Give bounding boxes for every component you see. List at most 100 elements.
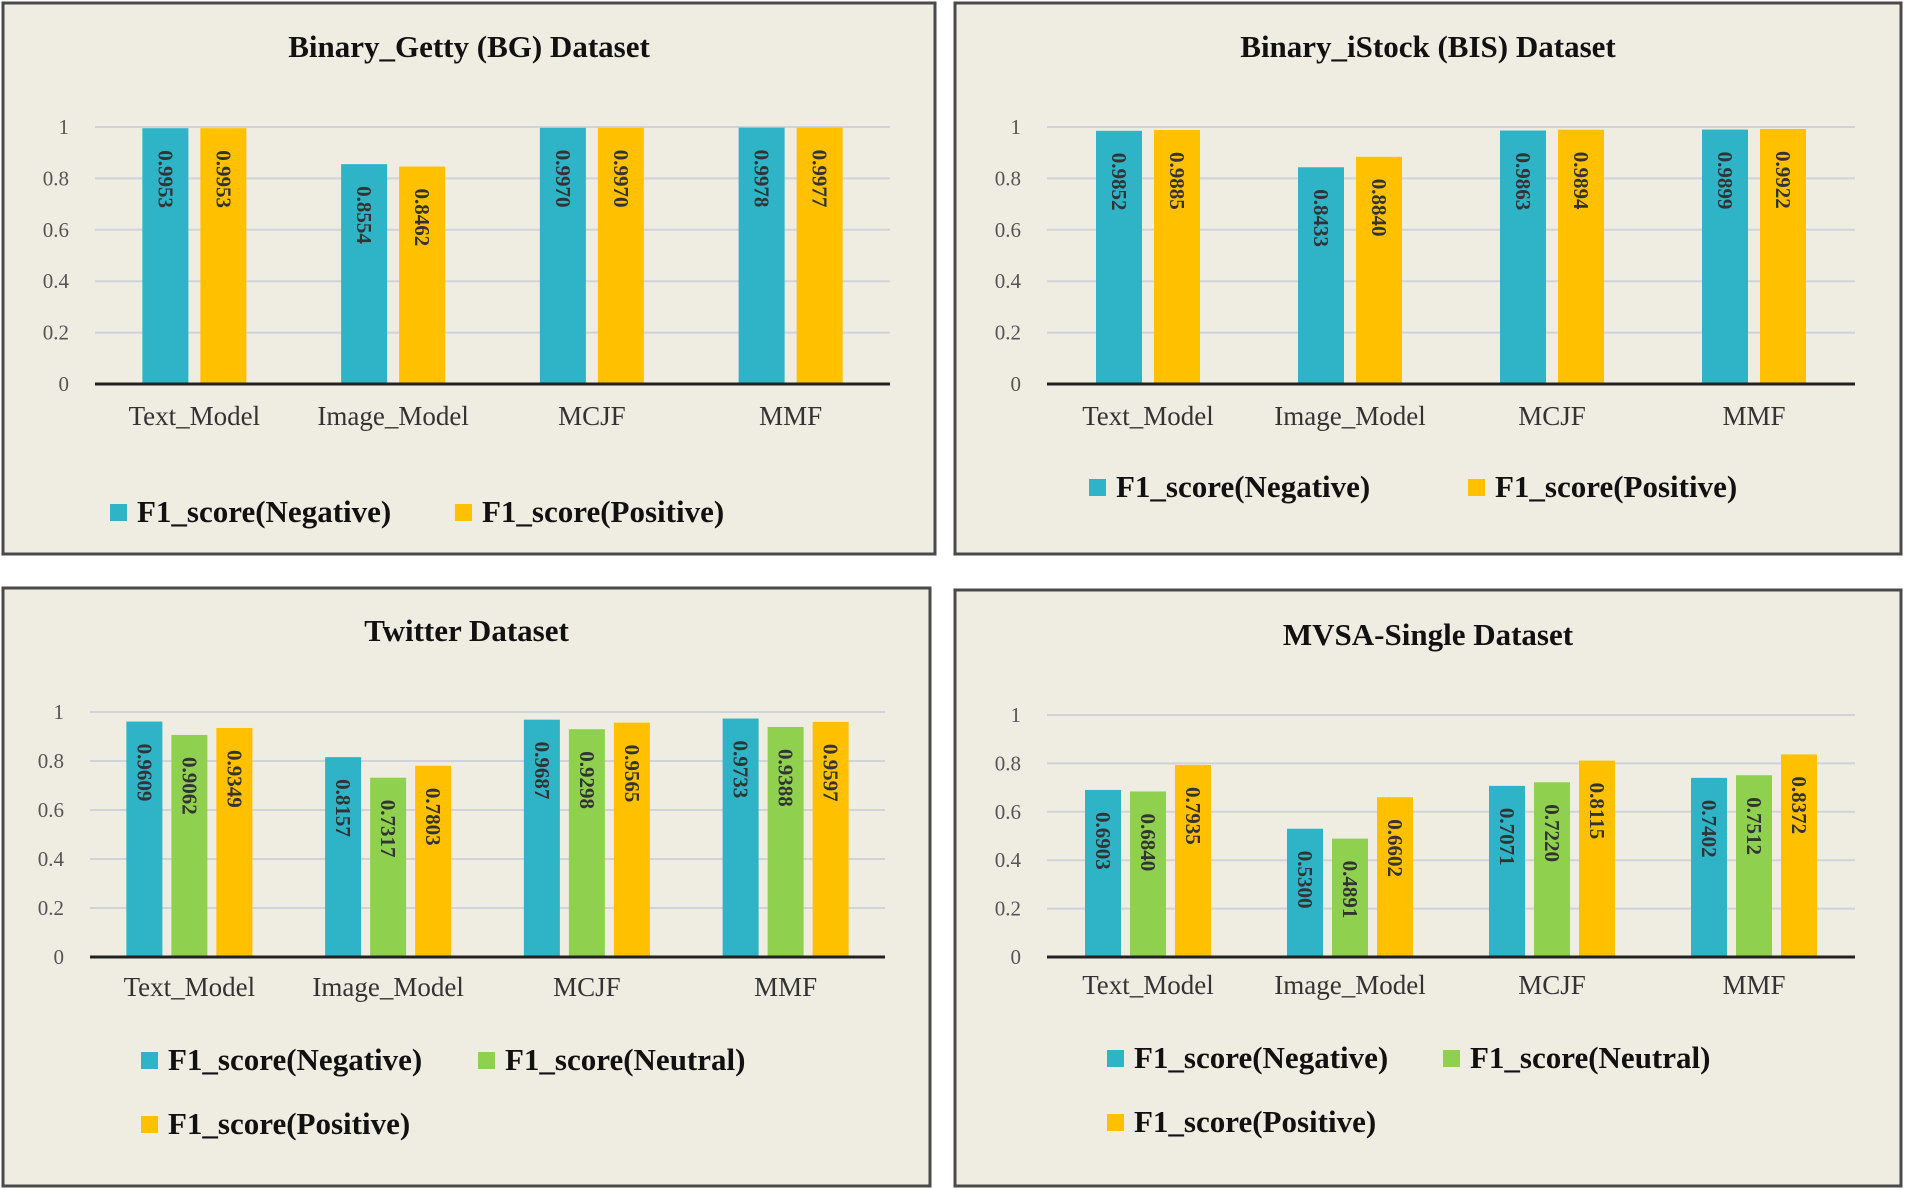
y-tick-label: 0.8 [38, 749, 64, 773]
bar-value-label: 0.9863 [1511, 153, 1535, 211]
bar-neutral-text-model [171, 734, 208, 957]
y-tick-label: 0.4 [995, 269, 1022, 293]
bar-neutral-mmf [767, 726, 804, 957]
y-tick-label: 0.2 [995, 897, 1021, 921]
bar-positive-image-model [399, 166, 446, 384]
bar-negative-mmf [722, 718, 759, 957]
legend-label: F1_score(Positive) [482, 494, 724, 529]
legend-label: F1_score(Negative) [168, 1042, 422, 1077]
bar-positive-mcjf [1579, 760, 1615, 957]
chart-title: Binary_Getty (BG) Dataset [288, 29, 650, 64]
bar-value-label: 0.9953 [211, 150, 235, 208]
x-category-label: Text_Model [124, 972, 256, 1002]
bar-value-label: 0.9922 [1771, 151, 1795, 209]
x-category-label: MCJF [558, 401, 626, 431]
bar-value-label: 0.8840 [1367, 179, 1391, 237]
x-category-label: Image_Model [312, 972, 463, 1002]
bar-value-label: 0.9970 [609, 150, 633, 208]
bar-negative-mmf [738, 127, 785, 384]
bar-value-label: 0.9970 [551, 150, 575, 208]
bar-positive-image-model [1356, 156, 1402, 384]
legend-swatch-neutral [478, 1052, 495, 1069]
y-tick-label: 0.2 [43, 321, 69, 345]
legend-label: F1_score(Positive) [1495, 469, 1737, 504]
x-category-label: Image_Model [1274, 401, 1425, 431]
legend-label: F1_score(Positive) [168, 1106, 410, 1141]
y-tick-label: 0 [1011, 945, 1022, 969]
bar-value-label: 0.9062 [177, 757, 201, 815]
legend-label: F1_score(Neutral) [1470, 1040, 1710, 1075]
chart-panel-1: Binary_Getty (BG) Dataset 0 0.2 0.4 0.6 0.8 1 0… [1, 1, 937, 556]
bar-value-label: 0.7935 [1181, 787, 1205, 845]
legend-label: F1_score(Negative) [1116, 469, 1370, 504]
legend-label: F1_score(Negative) [1134, 1040, 1388, 1075]
bar-value-label: 0.9733 [729, 741, 753, 799]
bar-value-label: 0.9388 [774, 749, 798, 807]
bar-neutral-mmf [1736, 775, 1772, 957]
y-tick-label: 0 [1011, 372, 1022, 396]
bar-negative-text-model [126, 721, 163, 957]
bar-positive-mcjf [597, 127, 644, 385]
bar-value-label: 0.9978 [750, 150, 774, 208]
x-category-label: Image_Model [317, 401, 468, 431]
bar-value-label: 0.7071 [1495, 808, 1519, 866]
legend-swatch-positive [1107, 1114, 1124, 1131]
bar-positive-mmf [1781, 754, 1817, 957]
bar-negative-mmf [1702, 129, 1748, 384]
bar-value-label: 0.9899 [1713, 152, 1737, 210]
bar-value-label: 0.9687 [530, 742, 554, 800]
bar-positive-mmf [812, 721, 849, 957]
bar-value-label: 0.6840 [1136, 813, 1160, 871]
bar-value-label: 0.8372 [1787, 776, 1811, 834]
y-tick-label: 0.6 [38, 798, 64, 822]
bar-negative-mcjf [1500, 130, 1546, 384]
bar-positive-text-model [216, 727, 253, 957]
bar-value-label: 0.9565 [620, 745, 644, 803]
y-tick-label: 1 [1011, 703, 1022, 727]
legend: F1_score(Negative) F1_score(Neutral) F1_sc… [141, 1042, 745, 1141]
legend-swatch-negative [110, 504, 127, 521]
y-tick-label: 0.2 [995, 321, 1021, 345]
legend-swatch-negative [1107, 1050, 1124, 1067]
chart-panel-3: Twitter Dataset 0 0.2 0.4 0.6 0.8 1 0.9609 0.906… [1, 586, 932, 1188]
bar-value-label: 0.7803 [421, 788, 445, 846]
chart-title: Binary_iStock (BIS) Dataset [1240, 29, 1616, 64]
bar-negative-mcjf [523, 719, 560, 957]
chart-title: Twitter Dataset [364, 613, 569, 648]
legend: F1_score(Negative) F1_score(Neutral) F1_sc… [1107, 1040, 1710, 1139]
bar-value-label: 0.9597 [819, 744, 843, 802]
legend-swatch-positive [455, 504, 472, 521]
legend-swatch-negative [1089, 479, 1106, 496]
legend-label: F1_score(Neutral) [505, 1042, 745, 1077]
bar-neutral-mcjf [568, 729, 605, 957]
bar-positive-text-model [1154, 129, 1200, 384]
bar-negative-image-model [1287, 828, 1323, 957]
x-category-label: MMF [759, 401, 822, 431]
bar-negative-image-model [341, 164, 388, 384]
bar-value-label: 0.9894 [1569, 152, 1593, 210]
bar-value-label: 0.8462 [410, 189, 434, 247]
bar-value-label: 0.8554 [352, 186, 376, 244]
legend-label: F1_score(Negative) [137, 494, 391, 529]
bar-value-label: 0.9977 [808, 150, 832, 208]
legend-swatch-neutral [1443, 1050, 1460, 1067]
x-category-label: MMF [1722, 970, 1785, 1000]
bar-value-label: 0.7317 [376, 800, 400, 858]
bar-value-label: 0.7512 [1742, 797, 1766, 855]
bar-negative-text-model [142, 128, 189, 384]
legend-swatch-positive [141, 1116, 158, 1133]
bar-positive-image-model [1377, 797, 1413, 957]
y-tick-label: 0 [59, 372, 70, 396]
bar-value-label: 0.5300 [1293, 851, 1317, 909]
y-tick-label: 0.4 [43, 269, 70, 293]
bar-value-label: 0.7220 [1540, 804, 1564, 862]
x-category-label: Text_Model [1082, 970, 1214, 1000]
bar-negative-text-model [1096, 130, 1142, 384]
bar-neutral-text-model [1130, 791, 1166, 957]
y-tick-label: 1 [1011, 115, 1022, 139]
bar-value-label: 0.8115 [1585, 783, 1609, 840]
bar-positive-mmf [1760, 129, 1806, 384]
bar-value-label: 0.9953 [153, 150, 177, 208]
bar-positive-image-model [415, 765, 452, 957]
